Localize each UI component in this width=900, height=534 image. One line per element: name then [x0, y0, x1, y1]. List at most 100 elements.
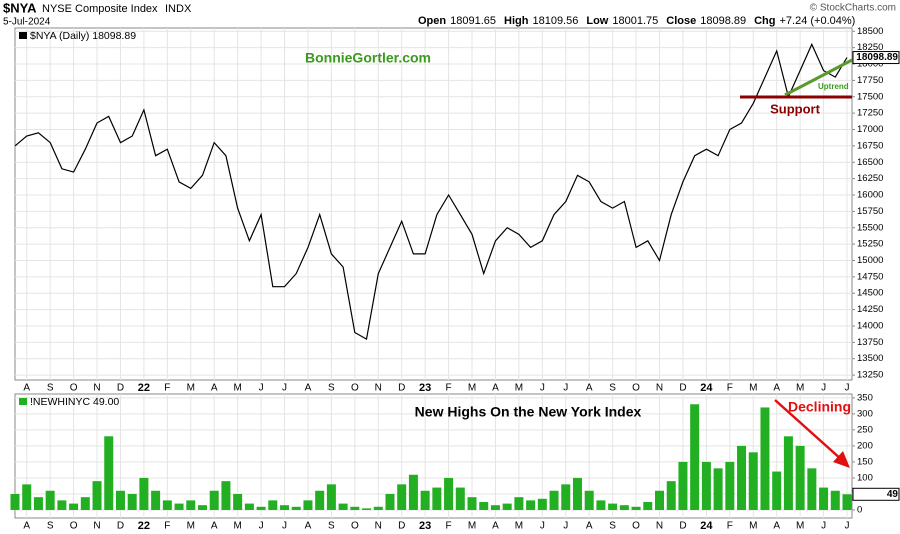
bar — [772, 471, 782, 510]
bar — [186, 500, 196, 510]
price-line — [14, 42, 848, 341]
bar — [127, 493, 137, 510]
x-tick-label: A — [23, 521, 30, 532]
bar — [830, 490, 840, 510]
y-tick-label: 17250 — [857, 108, 883, 119]
x-tick-label: M — [233, 521, 241, 532]
x-tick-label: N — [93, 383, 100, 394]
bar — [338, 503, 348, 510]
y-tick-label: 17500 — [857, 91, 883, 102]
x-tick-label: S — [328, 383, 335, 394]
bar — [221, 481, 231, 510]
x-tick-label: M — [468, 521, 476, 532]
x-tick-label: J — [282, 383, 287, 394]
y-tick-label: 15250 — [857, 239, 883, 250]
y-tick-label: 14500 — [857, 288, 883, 299]
y-tick-label: 18250 — [857, 42, 883, 53]
bar — [725, 461, 735, 510]
bar — [104, 436, 114, 510]
x-tick-label: A — [492, 521, 499, 532]
x-tick-label: J — [259, 383, 264, 394]
bar — [115, 490, 125, 510]
quote-value: 18091.65 — [450, 15, 496, 27]
x-tick-label: M — [187, 383, 195, 394]
x-tick-label: J — [821, 383, 826, 394]
quote-value: 18109.56 — [532, 15, 578, 27]
x-tick-label: N — [375, 521, 382, 532]
x-tick-label: A — [586, 521, 593, 532]
x-tick-label: S — [47, 521, 54, 532]
y-tick-label: 13750 — [857, 337, 883, 348]
x-tick-label: 22 — [138, 382, 150, 394]
x-tick-label: M — [515, 521, 523, 532]
bar — [584, 490, 594, 510]
annotation: Support — [770, 101, 820, 116]
x-tick-label: S — [47, 383, 54, 394]
bar — [608, 503, 618, 510]
bar — [690, 404, 700, 510]
x-tick-label: F — [446, 383, 452, 394]
bar — [596, 500, 606, 510]
y-tick-label: 200 — [857, 440, 873, 451]
bar — [678, 461, 688, 510]
x-tick-label: D — [398, 383, 405, 394]
bar — [526, 500, 536, 510]
bar — [244, 503, 254, 510]
x-tick-label: J — [821, 521, 826, 532]
x-tick-label: 23 — [419, 382, 431, 394]
bar — [80, 497, 90, 510]
bar — [139, 477, 149, 510]
index-name: NYSE Composite Index — [42, 3, 158, 15]
y-tick-label: 14750 — [857, 271, 883, 282]
x-tick-label: A — [23, 383, 30, 394]
x-tick-label: O — [70, 383, 78, 394]
bar — [795, 445, 805, 510]
x-tick-label: D — [679, 383, 686, 394]
bar — [666, 481, 676, 510]
uptrend-line — [784, 58, 853, 97]
y-tick-label: 250 — [857, 424, 873, 435]
bar — [655, 490, 665, 510]
x-tick-label: J — [845, 383, 850, 394]
bar — [373, 506, 383, 510]
y-tick-label: 15000 — [857, 255, 883, 266]
y-tick-label: 13250 — [857, 370, 883, 381]
x-tick-label: F — [727, 383, 733, 394]
quote-value: 18001.75 — [612, 15, 658, 27]
y-tick-label: 13500 — [857, 353, 883, 364]
x-tick-label: O — [351, 383, 359, 394]
x-tick-label: F — [727, 521, 733, 532]
x-tick-label: 22 — [138, 520, 150, 532]
annotation: New Highs On the New York Index — [415, 404, 642, 420]
y-tick-label: 350 — [857, 392, 873, 403]
bar — [713, 468, 723, 510]
bar — [315, 490, 325, 510]
x-tick-label: A — [586, 383, 593, 394]
bar — [819, 487, 829, 510]
x-tick-label: D — [398, 521, 405, 532]
bar — [760, 407, 770, 510]
y-tick-label: 15750 — [857, 206, 883, 217]
x-tick-label: M — [515, 383, 523, 394]
legend-text: !NEWHINYC 49.00 — [30, 396, 119, 408]
x-tick-label: F — [446, 521, 452, 532]
last-value-label: 18098.89 — [856, 52, 898, 63]
quote-label: Open — [418, 15, 446, 27]
quote-value: +7.24 (+0.04%) — [780, 15, 856, 27]
annotation: Uptrend — [818, 82, 849, 91]
y-tick-label: 17750 — [857, 75, 883, 86]
annotation: BonnieGortler.com — [305, 50, 431, 66]
x-tick-label: J — [563, 383, 568, 394]
x-tick-label: F — [164, 521, 170, 532]
x-tick-label: O — [632, 521, 640, 532]
x-tick-label: S — [609, 521, 616, 532]
bar — [326, 484, 336, 510]
legend-swatch — [19, 32, 27, 39]
x-tick-label: M — [187, 521, 195, 532]
x-tick-label: M — [233, 383, 241, 394]
bar — [807, 468, 817, 510]
arrow-shaft — [774, 399, 843, 461]
x-tick-label: M — [796, 383, 804, 394]
y-tick-label: 150 — [857, 456, 873, 467]
